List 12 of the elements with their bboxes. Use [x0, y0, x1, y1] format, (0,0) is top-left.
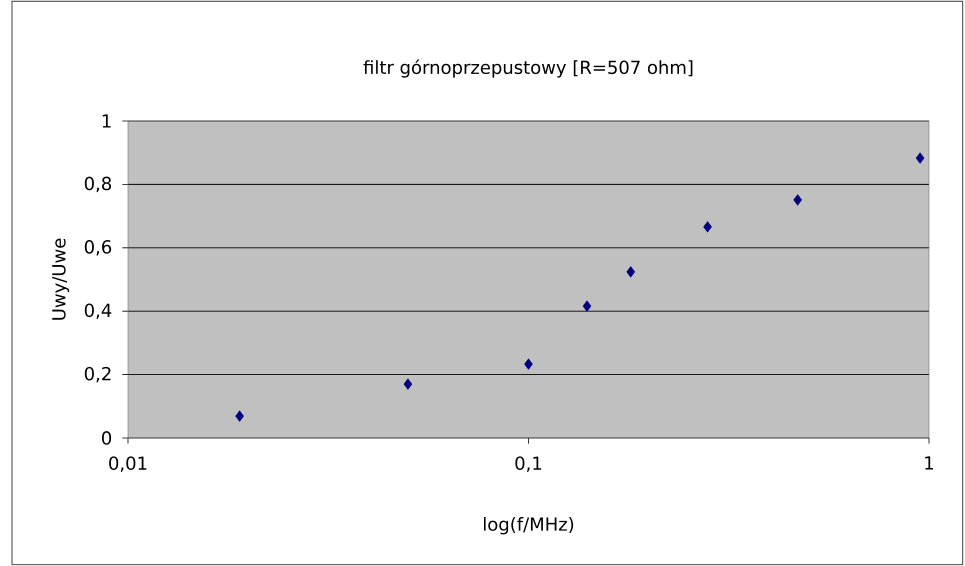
x-tick-label: 0,01	[109, 456, 146, 472]
y-axis-title: Uwy/Uwe	[52, 238, 70, 320]
x-tick-label: 0,1	[515, 456, 542, 472]
y-tick-label: 0	[102, 431, 112, 445]
y-tick-label: 0,4	[84, 303, 112, 319]
y-tick-label: 0,8	[84, 176, 112, 192]
x-tick-label: 1	[925, 456, 934, 470]
x-axis-title: log(f/MHz)	[484, 516, 574, 534]
y-tick-label: 1	[102, 114, 111, 128]
chart-title: filtr górnoprzepustowy [R=507 ohm]	[363, 59, 692, 78]
y-tick-label: 0,6	[84, 240, 112, 256]
y-tick-label: 0,2	[84, 366, 110, 382]
